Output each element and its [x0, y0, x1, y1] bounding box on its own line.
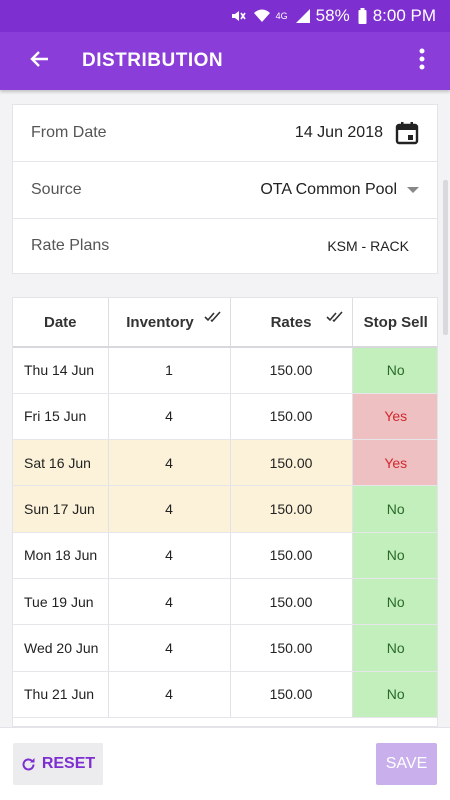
stop-sell-cell[interactable]: No — [352, 671, 437, 718]
battery-percent: 58% — [315, 6, 350, 25]
rate-plans-row[interactable]: Rate Plans KSM - RACK — [13, 219, 437, 273]
stop-sell-cell[interactable]: No — [352, 624, 437, 672]
double-check-icon[interactable] — [203, 310, 222, 327]
stop-sell-cell[interactable]: No — [352, 578, 437, 626]
stop-sell-cell[interactable]: Yes — [352, 439, 437, 487]
stop-sell-cell[interactable]: No — [352, 532, 437, 579]
rate-cell[interactable]: 150.00 — [230, 671, 353, 718]
distribution-table-card: Date Inventory Rates Stop Sell Thu 14 Ju… — [12, 297, 438, 727]
date-cell: Wed 20 Jun — [13, 624, 109, 672]
from-date-label: From Date — [31, 124, 107, 141]
table-row: Thu 21 Jun 4 150.00 No — [13, 671, 437, 718]
header-rates[interactable]: Rates — [230, 298, 353, 348]
rate-cell[interactable]: 150.00 — [230, 439, 353, 487]
page-title: DISTRIBUTION — [82, 50, 224, 71]
from-date-value-wrap: 14 Jun 2018 — [295, 121, 419, 145]
inventory-cell[interactable]: 4 — [108, 439, 231, 487]
source-row[interactable]: Source OTA Common Pool — [13, 162, 437, 219]
inventory-cell[interactable]: 4 — [108, 578, 231, 626]
rate-cell[interactable]: 150.00 — [230, 578, 353, 626]
table-header-row: Date Inventory Rates Stop Sell — [13, 298, 437, 348]
network-type: 4G — [275, 11, 288, 21]
source-label: Source — [31, 181, 82, 198]
date-cell: Tue 19 Jun — [13, 578, 109, 626]
battery-icon — [358, 8, 367, 24]
more-options-button[interactable] — [400, 32, 444, 90]
stop-sell-cell[interactable]: No — [352, 485, 437, 533]
clock: 8:00 PM — [372, 6, 436, 25]
app-bar: DISTRIBUTION — [0, 32, 450, 90]
inventory-cell[interactable]: 4 — [108, 485, 231, 533]
table-row: Fri 15 Jun 4 150.00 Yes — [13, 393, 437, 441]
stop-sell-cell[interactable]: Yes — [352, 393, 437, 441]
header-rates-label: Rates — [270, 313, 312, 331]
inventory-cell[interactable]: 4 — [108, 393, 231, 441]
date-cell: Thu 14 Jun — [13, 347, 109, 394]
date-cell: Sun 17 Jun — [13, 485, 109, 533]
source-value: OTA Common Pool — [260, 181, 397, 198]
rate-cell[interactable]: 150.00 — [230, 485, 353, 533]
status-bar: 4G 58% 8:00 PM — [0, 0, 450, 32]
table-row: Thu 14 Jun 1 150.00 No — [13, 347, 437, 394]
header-date-label: Date — [43, 313, 77, 331]
date-cell: Thu 21 Jun — [13, 671, 109, 718]
from-date-value[interactable]: 14 Jun 2018 — [294, 124, 383, 141]
header-stop-sell-label: Stop Sell — [363, 313, 428, 331]
table-row: Wed 20 Jun 4 150.00 No — [13, 624, 437, 672]
rate-plans-label: Rate Plans — [31, 237, 110, 254]
more-vert-icon — [419, 48, 425, 75]
rate-cell[interactable]: 150.00 — [230, 393, 353, 441]
header-inventory-label: Inventory — [126, 313, 194, 331]
rate-cell[interactable]: 150.00 — [230, 624, 353, 672]
table-row: Mon 18 Jun 4 150.00 No — [13, 532, 437, 579]
back-button[interactable] — [8, 32, 70, 90]
table-row: Sat 16 Jun 4 150.00 Yes — [13, 439, 437, 487]
double-check-icon[interactable] — [325, 310, 344, 327]
table-row: Tue 19 Jun 4 150.00 No — [13, 578, 437, 626]
filter-card: From Date 14 Jun 2018 Source OTA Common … — [12, 104, 438, 274]
reset-button[interactable]: RESET — [13, 743, 103, 785]
scrollbar-thumb[interactable] — [443, 180, 448, 335]
header-stop-sell: Stop Sell — [352, 298, 437, 348]
calendar-icon[interactable] — [395, 121, 419, 145]
table-body: Thu 14 Jun 1 150.00 No Fri 15 Jun 4 150.00 Yes S… — [13, 347, 437, 718]
from-date-row[interactable]: From Date 14 Jun 2018 — [13, 105, 437, 162]
header-date: Date — [13, 298, 109, 348]
table-row: Sun 17 Jun 4 150.00 No — [13, 485, 437, 533]
refresh-icon — [21, 757, 36, 772]
bottom-action-bar: RESET SAVE — [0, 727, 450, 800]
save-button[interactable]: SAVE — [376, 743, 437, 785]
inventory-cell[interactable]: 1 — [108, 347, 231, 394]
date-cell: Fri 15 Jun — [13, 393, 109, 441]
rate-cell[interactable]: 150.00 — [230, 347, 353, 394]
mute-icon — [230, 8, 246, 24]
date-cell: Mon 18 Jun — [13, 532, 109, 579]
inventory-cell[interactable]: 4 — [108, 532, 231, 579]
save-label: SAVE — [385, 755, 428, 772]
rate-cell[interactable]: 150.00 — [230, 532, 353, 579]
stop-sell-cell[interactable]: No — [352, 347, 437, 394]
date-cell: Sat 16 Jun — [13, 439, 109, 487]
signal-icon — [295, 9, 310, 23]
header-inventory[interactable]: Inventory — [108, 298, 231, 348]
reset-label: RESET — [41, 755, 96, 772]
wifi-icon — [253, 9, 270, 23]
source-select[interactable]: OTA Common Pool — [260, 181, 419, 199]
inventory-cell[interactable]: 4 — [108, 624, 231, 672]
distribution-table: Date Inventory Rates Stop Sell Thu 14 Ju… — [13, 298, 437, 718]
inventory-cell[interactable]: 4 — [108, 671, 231, 718]
back-arrow-icon — [29, 50, 49, 73]
dropdown-caret-icon — [407, 187, 419, 193]
rate-plans-value[interactable]: KSM - RACK — [327, 238, 409, 254]
